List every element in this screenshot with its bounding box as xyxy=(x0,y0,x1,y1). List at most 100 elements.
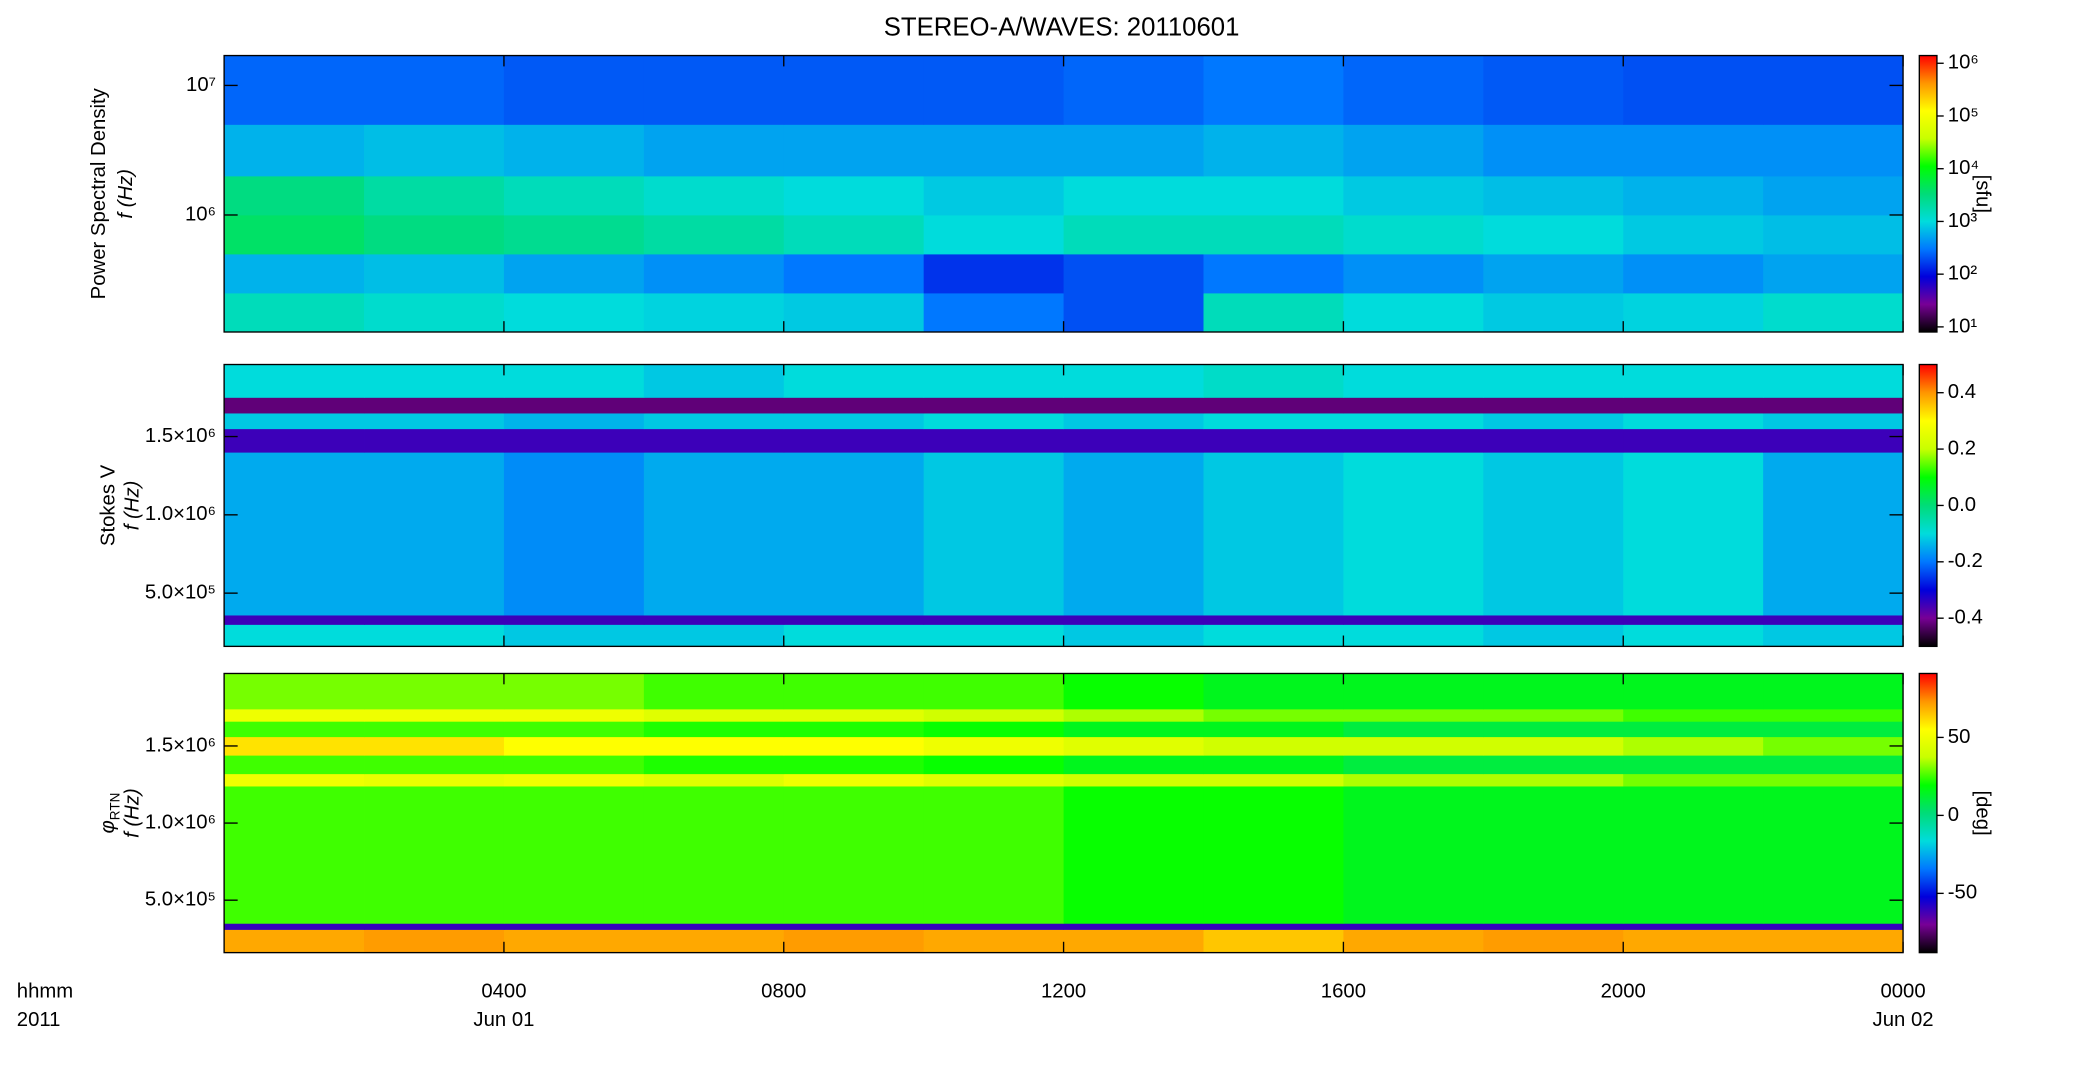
heatmap-cell xyxy=(1343,721,1484,738)
heatmap-cell xyxy=(1203,413,1344,430)
heatmap-cell xyxy=(364,736,505,756)
heatmap-cell xyxy=(503,364,645,398)
heatmap-cell xyxy=(1623,214,1764,255)
heatmap-cell xyxy=(1063,929,1204,954)
y-axis-label: f (Hz) xyxy=(122,788,144,838)
heatmap-cell xyxy=(503,708,645,722)
heatmap-cell xyxy=(783,923,925,930)
heatmap-cell xyxy=(224,786,365,924)
heatmap-cell xyxy=(1203,721,1344,738)
y-tick-label: 1.0×10⁶ xyxy=(145,503,216,525)
heatmap-cell xyxy=(783,175,925,216)
heatmap-cell xyxy=(364,55,505,125)
heatmap-cell xyxy=(643,253,785,294)
heatmap-cell xyxy=(1483,721,1624,738)
heatmap-cell xyxy=(1343,755,1484,775)
y-axis-label: Stokes V xyxy=(97,464,119,546)
heatmap-cell xyxy=(923,452,1064,616)
heatmap-cell xyxy=(1203,624,1344,647)
heatmap-cell xyxy=(364,292,505,333)
heatmap-cell xyxy=(643,721,785,738)
heatmap-cell xyxy=(1063,736,1204,756)
heatmap-cell xyxy=(1203,755,1344,775)
heatmap-cell xyxy=(643,708,785,722)
heatmap-cell xyxy=(1063,413,1204,430)
heatmap-cell xyxy=(1623,124,1764,177)
figure-title: STEREO-A/WAVES: 20110601 xyxy=(884,13,1240,41)
heatmap-cell xyxy=(1623,413,1764,430)
heatmap-cell xyxy=(224,175,365,216)
heatmap-cell xyxy=(643,413,785,430)
heatmap-cell xyxy=(1203,214,1344,255)
heatmap-cell xyxy=(503,929,645,954)
heatmap-cell xyxy=(503,452,645,616)
heatmap-cell xyxy=(224,721,365,738)
heatmap-cell xyxy=(1343,673,1484,710)
heatmap-cell xyxy=(1203,773,1344,787)
heatmap-cell xyxy=(783,452,925,616)
y-axis-label-subscript: RTN xyxy=(107,793,122,821)
colorbar xyxy=(1918,54,1938,333)
heatmap-cell xyxy=(783,708,925,722)
heatmap-cell xyxy=(503,615,645,625)
heatmap-cell xyxy=(1483,55,1624,125)
heatmap-cell xyxy=(1203,428,1344,453)
heatmap-cell xyxy=(643,773,785,787)
heatmap-cell xyxy=(1343,624,1484,647)
heatmap-cell xyxy=(1063,214,1204,255)
heatmap-cell xyxy=(923,708,1064,722)
heatmap-cell xyxy=(1063,253,1204,294)
x-axis-label: 2011 xyxy=(17,1009,61,1031)
heatmap-cell xyxy=(1763,124,1904,177)
heatmap-cell xyxy=(1203,452,1344,616)
heatmap-cell xyxy=(1343,175,1484,216)
heatmap-cell xyxy=(1483,175,1624,216)
y-axis-label: f (Hz) xyxy=(122,481,144,531)
heatmap-cell xyxy=(923,292,1064,333)
heatmap-cell xyxy=(224,923,365,930)
heatmap-cell xyxy=(643,929,785,954)
y-tick-label: 5.0×10⁵ xyxy=(145,582,216,604)
heatmap-cell xyxy=(1763,773,1904,787)
heatmap-cell xyxy=(1343,452,1484,616)
heatmap-cell xyxy=(1763,175,1904,216)
heatmap-cell xyxy=(1763,253,1904,294)
heatmap-cell xyxy=(1483,397,1624,414)
heatmap-cell xyxy=(364,428,505,453)
x-date-label: Jun 02 xyxy=(1873,1009,1934,1031)
heatmap-cell xyxy=(364,253,505,294)
heatmap-cell xyxy=(923,755,1064,775)
heatmap-cell xyxy=(364,721,505,738)
colorbar-tick-label: 10¹ xyxy=(1948,315,1978,337)
heatmap-cell xyxy=(503,253,645,294)
heatmap-cell xyxy=(1763,786,1904,924)
heatmap-cell xyxy=(643,124,785,177)
heatmap-cell xyxy=(364,364,505,398)
heatmap-cell xyxy=(1203,786,1344,924)
heatmap-cell xyxy=(1763,721,1904,738)
heatmap-cell xyxy=(923,721,1064,738)
colorbar-tick-label: 0.2 xyxy=(1948,437,1976,459)
heatmap-cell xyxy=(1623,736,1764,756)
heatmap-cell xyxy=(1483,253,1624,294)
heatmap-cell xyxy=(224,773,365,787)
x-tick-label: 2000 xyxy=(1601,980,1646,1002)
heatmap-cell xyxy=(1343,413,1484,430)
heatmap-cell xyxy=(224,428,365,453)
heatmap-cell xyxy=(1763,364,1904,398)
heatmap-cell xyxy=(364,452,505,616)
y-axis-label: f (Hz) xyxy=(115,169,137,219)
heatmap-cell xyxy=(783,755,925,775)
heatmap-cell xyxy=(503,786,645,924)
heatmap-cell xyxy=(1763,736,1904,756)
heatmap-cell xyxy=(364,413,505,430)
heatmap-cell xyxy=(224,55,365,125)
heatmap-cell xyxy=(503,397,645,414)
heatmap-cell xyxy=(364,708,505,722)
heatmap-cell xyxy=(1203,364,1344,398)
heatmap-cell xyxy=(643,624,785,647)
colorbar-label: [deg] xyxy=(1971,790,1993,835)
heatmap-cell xyxy=(1763,615,1904,625)
heatmap-cell xyxy=(783,253,925,294)
